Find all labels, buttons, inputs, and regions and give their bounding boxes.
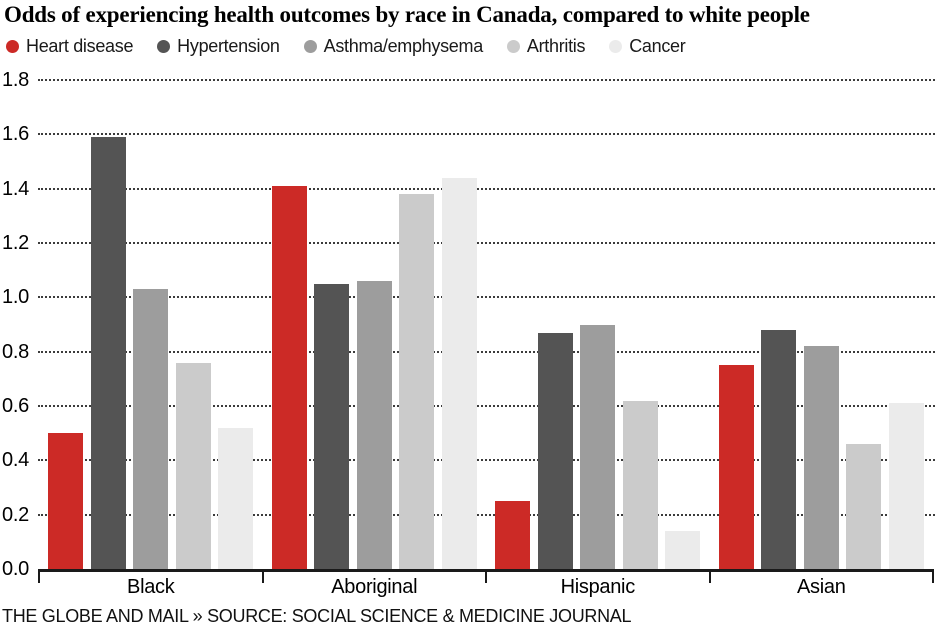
x-axis-tick	[38, 572, 40, 583]
category-label-black: Black	[127, 576, 175, 598]
gridline	[38, 242, 935, 244]
legend-label: Hypertension	[177, 36, 280, 56]
gridline	[38, 459, 935, 462]
legend-swatch-icon	[609, 40, 623, 53]
y-axis-tick-label: 0.2	[2, 503, 29, 526]
y-axis-tick-label: 0.0	[2, 558, 29, 580]
bar-arthritis-asian	[846, 444, 882, 569]
bar-cancer-hispanic	[665, 530, 701, 569]
bar-heart-disease-hispanic	[495, 501, 531, 569]
legend-swatch-icon	[6, 40, 19, 53]
y-axis-tick-label: 1.8	[2, 69, 29, 91]
bar-heart-disease-black	[48, 433, 84, 569]
bar-asthma-emphysema-aboriginal	[356, 281, 392, 569]
y-axis-tick-label: 1.2	[2, 232, 29, 254]
y-axis-tick-label: 0.8	[2, 340, 29, 363]
bar-arthritis-aboriginal	[399, 194, 435, 569]
category-label-aboriginal: Aboriginal	[331, 576, 418, 598]
y-axis-tick-label: 1.4	[2, 177, 29, 200]
legend-label: Arthritis	[526, 36, 586, 56]
bar-cancer-black	[218, 427, 254, 569]
legend-label: Heart disease	[26, 36, 134, 56]
legend-item: Hypertension	[157, 36, 280, 57]
x-axis-tick	[485, 572, 487, 583]
x-axis-tick	[708, 572, 711, 583]
bar-hypertension-black	[90, 137, 126, 569]
bar-cancer-aboriginal	[441, 177, 477, 569]
bar-asthma-emphysema-hispanic	[580, 324, 616, 569]
y-axis-tick-label: 1.6	[2, 123, 29, 146]
legend-label: Asthma/emphysema	[323, 36, 484, 56]
legend-item: Cancer	[609, 36, 686, 57]
chart-legend: Heart disease Hypertension Asthma/emphysem…	[6, 36, 686, 57]
legend-item: Asthma/emphysema	[303, 36, 484, 57]
bar-asthma-emphysema-black	[133, 289, 169, 569]
bar-hypertension-aboriginal	[314, 283, 350, 569]
legend-item: Heart disease	[6, 36, 133, 57]
gridline	[38, 133, 935, 136]
y-axis-tick-label: 1.0	[2, 286, 29, 309]
legend-swatch-icon	[157, 40, 171, 53]
y-axis-tick-label: 0.4	[2, 449, 29, 472]
source-credit: THE GLOBE AND MAIL » SOURCE: SOCIAL SCIE…	[2, 606, 632, 626]
bar-cancer-asian	[888, 403, 924, 569]
gridline	[38, 296, 935, 299]
gridline	[38, 79, 935, 81]
category-label-asian: Asian	[796, 576, 846, 598]
bar-arthritis-black	[175, 362, 211, 569]
x-axis-tick	[932, 572, 934, 583]
gridline	[38, 513, 935, 516]
category-label-hispanic: Hispanic	[560, 576, 636, 598]
bar-hypertension-hispanic	[537, 332, 573, 569]
bar-asthma-emphysema-asian	[803, 346, 839, 569]
bar-heart-disease-asian	[718, 365, 754, 569]
x-axis-line	[38, 569, 934, 572]
x-axis-tick	[261, 572, 264, 583]
legend-swatch-icon	[303, 40, 317, 53]
bar-arthritis-hispanic	[622, 400, 658, 569]
gridline	[38, 350, 935, 353]
legend-label: Cancer	[629, 36, 686, 56]
legend-swatch-icon	[506, 40, 520, 53]
gridline	[38, 187, 935, 190]
bar-hypertension-asian	[761, 329, 797, 569]
bar-heart-disease-aboriginal	[271, 185, 307, 569]
gridline	[38, 405, 935, 407]
legend-item: Arthritis	[506, 36, 586, 57]
page-title: Odds of experiencing health outcomes by …	[4, 2, 810, 27]
y-axis-tick-label: 0.6	[2, 395, 29, 417]
